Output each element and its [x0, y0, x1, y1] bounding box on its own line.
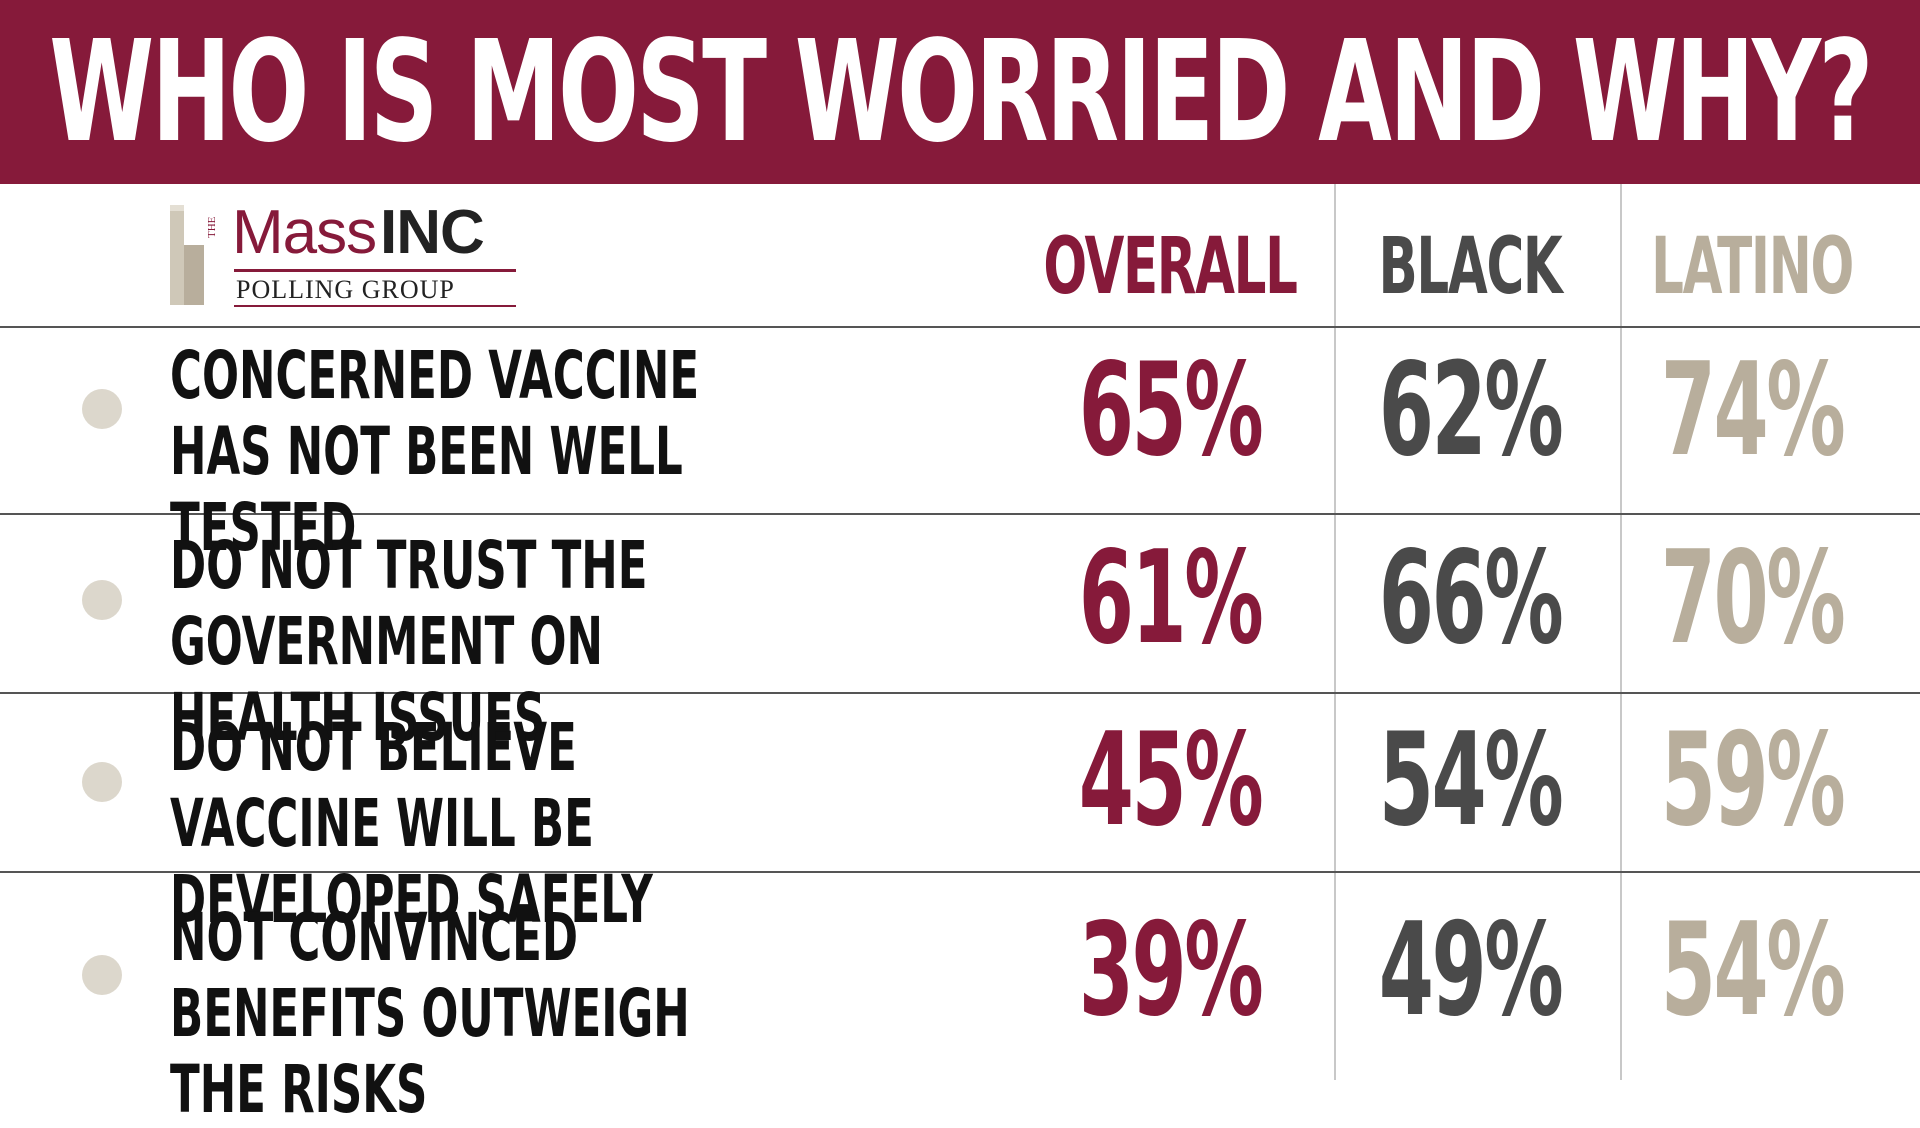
value-black: 66% [1378, 523, 1564, 673]
logo-subtitle: POLLING GROUP [236, 275, 455, 304]
title-bar [0, 0, 1920, 184]
bullet-icon [82, 580, 122, 620]
row-label: CONCERNED VACCINE HAS NOT BEEN WELL TEST… [170, 337, 700, 566]
value-black: 54% [1378, 705, 1564, 855]
bullet-icon [82, 389, 122, 429]
column-header-latino: LATINO [1651, 222, 1854, 312]
value-overall: 65% [1078, 335, 1264, 485]
logo-rule [234, 269, 516, 272]
logo-bars-icon [170, 205, 204, 305]
page-title: WHO IS MOST WORRIED AND WHY? [49, 10, 1873, 174]
row-label: DO NOT TRUST THE GOVERNMENT ON HEALTH IS… [170, 527, 648, 756]
row-label: NOT CONVINCED BENEFITS OUTWEIGH THE RISK… [170, 899, 690, 1128]
row-divider [0, 871, 1920, 873]
row-divider [0, 692, 1920, 694]
value-latino: 59% [1660, 705, 1846, 855]
value-latino: 70% [1660, 523, 1846, 673]
column-divider [1334, 184, 1336, 1080]
value-overall: 39% [1078, 895, 1264, 1045]
value-overall: 61% [1078, 523, 1264, 673]
value-overall: 45% [1078, 705, 1264, 855]
header-rule [0, 326, 1920, 328]
value-black: 62% [1378, 335, 1564, 485]
logo-mass: Mass [232, 198, 377, 267]
column-divider [1620, 184, 1622, 1080]
row-label: DO NOT BELIEVE VACCINE WILL BE DEVELOPED… [170, 709, 653, 938]
column-header-black: BLACK [1378, 222, 1563, 312]
row-divider [0, 513, 1920, 515]
value-latino: 74% [1660, 335, 1846, 485]
massinc-logo: THE Mass INC POLLING GROUP [170, 198, 520, 310]
bullet-icon [82, 762, 122, 802]
value-latino: 54% [1660, 895, 1846, 1045]
column-header-overall: OVERALL [1043, 222, 1298, 312]
logo-rule-bottom [234, 305, 516, 307]
logo-inc: INC [380, 198, 485, 267]
bullet-icon [82, 955, 122, 995]
value-black: 49% [1378, 895, 1564, 1045]
logo-the: THE [206, 216, 218, 238]
